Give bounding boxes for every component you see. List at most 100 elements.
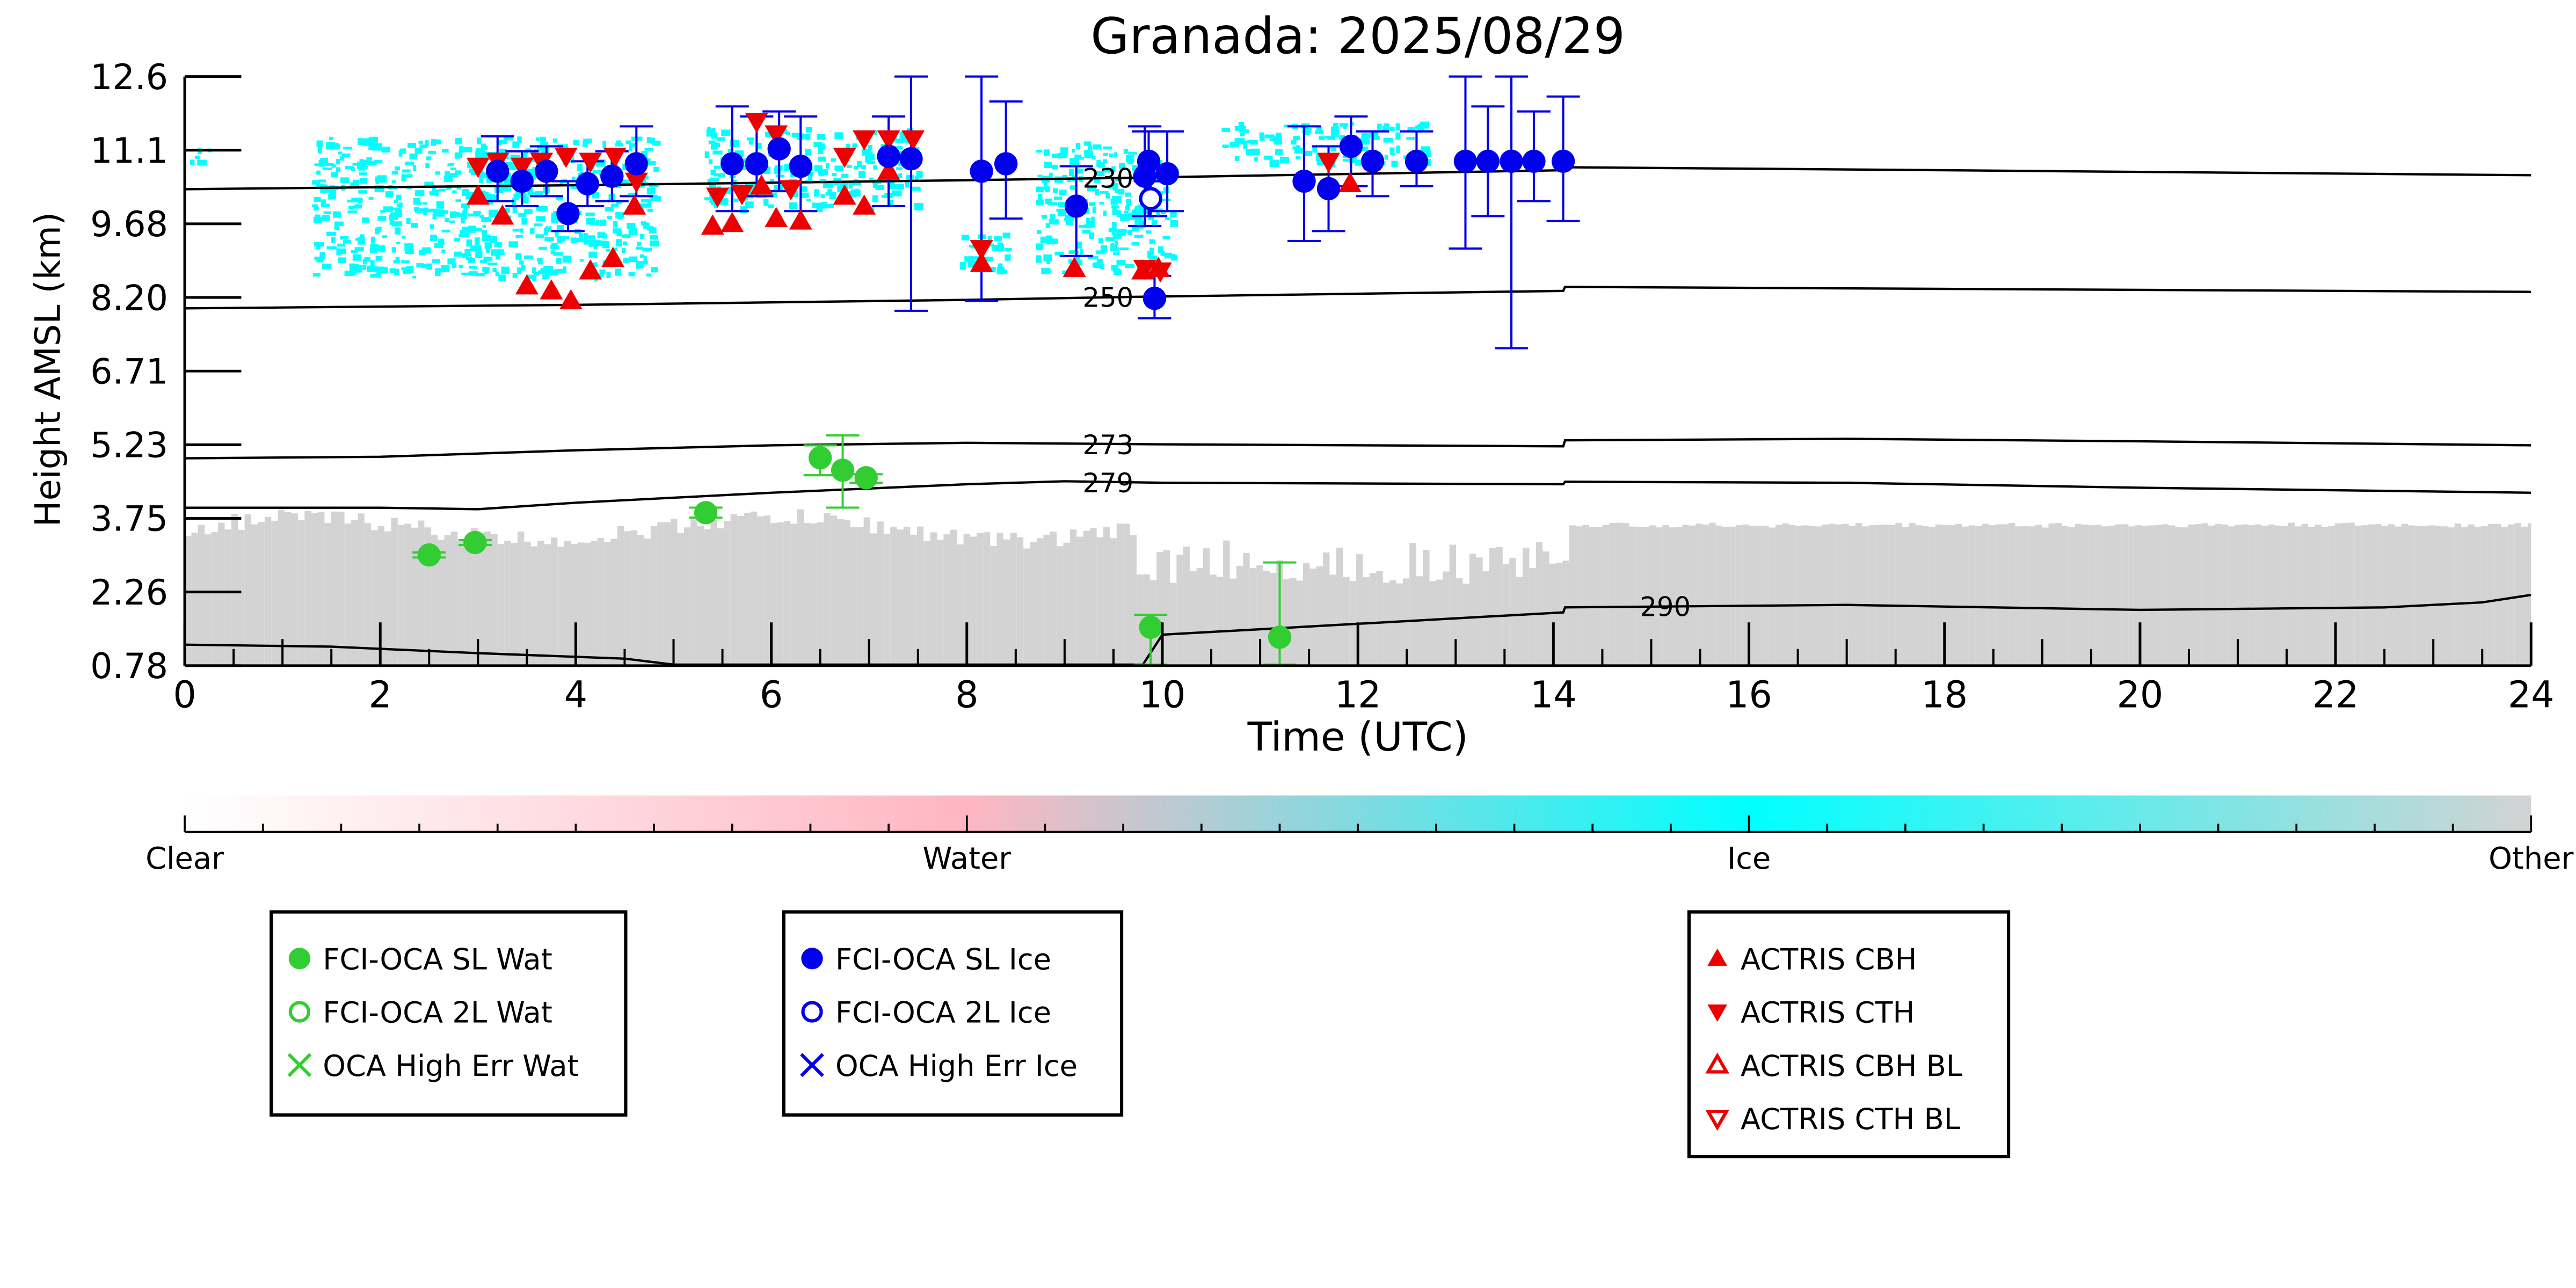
data-point — [466, 157, 490, 178]
data-point — [721, 152, 744, 176]
isotherm-line — [185, 593, 2531, 666]
ice-pixel — [616, 239, 622, 247]
ice-pixel — [354, 247, 364, 251]
ice-pixel — [1358, 147, 1368, 152]
ice-pixel — [378, 245, 385, 251]
x-tick-label: 14 — [1530, 674, 1577, 716]
ice-pixel — [1084, 149, 1090, 157]
ice-pixel — [622, 179, 630, 185]
colorbar-label: Ice — [1727, 841, 1771, 876]
ice-pixel — [1127, 230, 1133, 235]
other-column — [1562, 561, 1569, 666]
ice-pixel — [497, 140, 502, 145]
ice-pixel — [535, 216, 545, 222]
other-column — [1542, 551, 1549, 666]
ice-pixel — [636, 246, 644, 250]
ice-pixel — [512, 206, 517, 214]
ice-pixel — [358, 168, 365, 171]
ice-pixel — [550, 245, 559, 250]
ice-pixel — [623, 258, 630, 263]
other-column — [2155, 525, 2162, 666]
ice-pixel — [450, 211, 456, 219]
other-column — [1676, 527, 1683, 666]
ice-pixel — [519, 228, 523, 233]
ice-pixel — [748, 139, 754, 145]
ice-pixel — [747, 137, 754, 141]
ice-pixel — [362, 265, 367, 270]
ice-pixel — [865, 152, 873, 155]
ice-pixel — [1116, 210, 1121, 217]
other-column — [2035, 525, 2042, 666]
ice-pixel — [1112, 222, 1117, 230]
ice-pixel — [389, 219, 394, 225]
ice-pixel — [424, 181, 434, 187]
ice-pixel — [1126, 199, 1132, 207]
ice-pixel — [865, 154, 875, 161]
ice-pixel — [814, 165, 823, 171]
ice-pixel — [914, 203, 923, 210]
ice-pixel — [1116, 260, 1126, 265]
ice-pixel — [1162, 236, 1170, 240]
ice-pixel — [550, 250, 555, 254]
ice-pixel — [475, 228, 482, 232]
ice-pixel — [454, 237, 461, 242]
ice-pixel — [1115, 240, 1118, 245]
data-point — [579, 152, 602, 173]
ice-pixel — [814, 189, 819, 197]
other-column — [2075, 523, 2082, 666]
ice-pixel — [639, 203, 649, 208]
other-column — [610, 539, 617, 666]
data-point — [623, 194, 646, 215]
ice-pixel — [651, 267, 658, 273]
ice-pixel — [854, 166, 858, 170]
ice-pixel — [1138, 208, 1148, 212]
data-point — [1338, 172, 1362, 193]
x-tick-label: 24 — [2508, 674, 2555, 716]
ice-pixel — [318, 146, 322, 154]
other-column — [1735, 525, 1743, 666]
data-point — [510, 157, 534, 178]
ice-pixel — [1096, 250, 1105, 254]
ice-pixel — [543, 228, 548, 235]
data-point — [1155, 162, 1179, 186]
other-column — [1629, 526, 1636, 666]
other-column — [1023, 548, 1030, 666]
other-column — [431, 534, 438, 666]
other-column — [1662, 525, 1669, 666]
other-column — [504, 541, 511, 666]
ice-pixel — [370, 244, 379, 250]
other-column — [1649, 525, 1656, 666]
x-tick-label: 0 — [173, 674, 196, 716]
other-column — [1063, 542, 1070, 666]
ice-pixel — [526, 274, 535, 280]
x-stroke — [800, 1053, 824, 1078]
ice-pixel — [807, 176, 812, 181]
ice-pixel — [313, 273, 321, 277]
ice-pixel — [370, 236, 375, 244]
ice-pixel — [508, 241, 518, 248]
ice-pixel — [425, 140, 429, 147]
data-point — [901, 130, 925, 151]
legend-water: FCI-OCA SL Wat FCI-OCA 2L Wat OCA High Err… — [270, 910, 628, 1117]
ice-pixel — [392, 171, 398, 175]
ice-pixel — [872, 195, 878, 202]
other-column — [890, 526, 897, 666]
ice-pixel — [1316, 127, 1322, 134]
ice-pixel — [1096, 160, 1101, 167]
ice-pixel — [1088, 256, 1098, 259]
ice-pixel — [401, 260, 410, 264]
other-column — [2261, 526, 2268, 666]
ice-pixel — [535, 191, 543, 198]
legend-marker — [800, 1053, 824, 1078]
other-column — [1935, 524, 1942, 666]
other-column — [1609, 523, 1616, 666]
other-column — [710, 520, 717, 666]
ice-pixel — [1072, 149, 1075, 153]
ice-pixel — [651, 196, 661, 202]
ice-pixel — [394, 199, 398, 203]
ice-pixel — [326, 231, 337, 236]
ice-pixel — [722, 188, 732, 194]
ice-pixel — [401, 174, 406, 181]
ice-pixel — [517, 136, 522, 143]
